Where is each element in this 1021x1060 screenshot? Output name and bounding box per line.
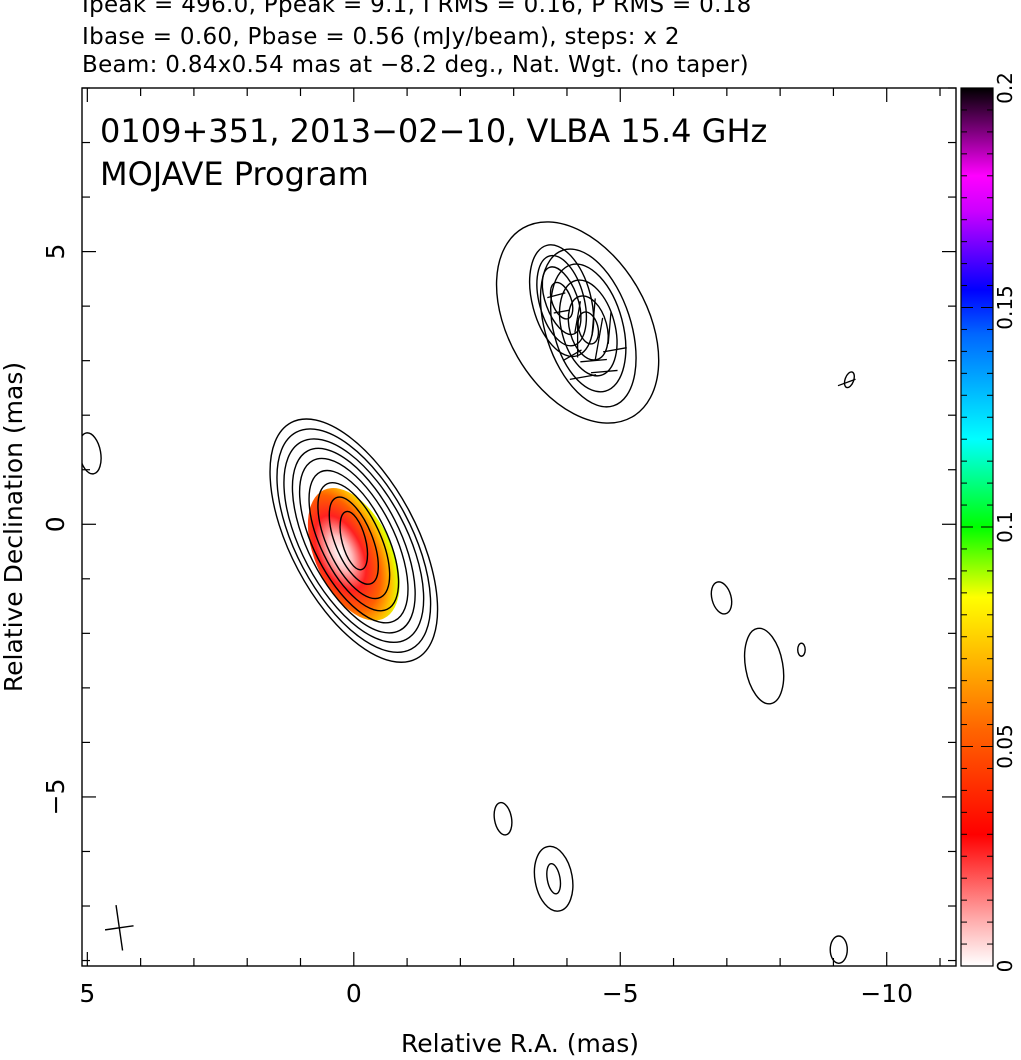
axis-ticks: 5 0 −5 −10 5 0 −5 bbox=[41, 87, 956, 1008]
polarization-region bbox=[307, 488, 400, 621]
core-contour-7 bbox=[283, 438, 425, 644]
y-tick-label: 0 bbox=[41, 516, 70, 532]
pol-vector-11 bbox=[603, 347, 627, 353]
jet-envelope-contour-1 bbox=[495, 221, 660, 424]
header-line-2: Ibase = 0.60, Pbase = 0.56 (mJy/beam), s… bbox=[82, 24, 680, 50]
beam-minor-axis bbox=[104, 925, 134, 931]
y-tick-label: −5 bbox=[41, 779, 70, 816]
colorbar-tick-label: 0.05 bbox=[993, 724, 1017, 769]
y-axis-label: Relative Declination (mas) bbox=[0, 362, 28, 692]
colorbar-tick-label: 0 bbox=[993, 960, 1017, 973]
jet-knot-south-contour-5 bbox=[539, 248, 637, 408]
pol-vector-6 bbox=[594, 317, 604, 360]
pol-vector-9 bbox=[569, 374, 597, 380]
pol-vector-4 bbox=[591, 298, 596, 336]
chart-subtitle: MOJAVE Program bbox=[100, 155, 369, 193]
blob-c-contour-1 bbox=[743, 627, 785, 705]
core-contour-5 bbox=[298, 457, 409, 624]
pol-vector-7 bbox=[562, 349, 582, 362]
blob-e-contour-1 bbox=[493, 801, 513, 836]
jet-knot-south-contour-4 bbox=[550, 263, 627, 393]
x-axis-label: Relative R.A. (mas) bbox=[401, 1029, 639, 1058]
jet-knot-north-contour-4 bbox=[528, 244, 595, 358]
y-tick-label: 5 bbox=[41, 244, 70, 260]
blob-d-contour-1 bbox=[797, 642, 806, 657]
core-contour-6 bbox=[291, 447, 416, 634]
pol-vector-12 bbox=[607, 311, 612, 344]
polarization-vectors bbox=[547, 292, 856, 387]
x-tick-label: −5 bbox=[602, 979, 639, 1008]
pol-vector-2 bbox=[553, 309, 570, 314]
beam-marker bbox=[104, 905, 134, 951]
header-line-3: Beam: 0.84x0.54 mas at −8.2 deg., Nat. W… bbox=[82, 52, 749, 78]
map-area bbox=[82, 221, 856, 964]
core-contour-3 bbox=[317, 481, 391, 600]
jet-knot-south-contour-2 bbox=[567, 295, 609, 361]
blob-g-contour-1 bbox=[829, 935, 848, 964]
core-contour-9 bbox=[269, 418, 439, 663]
colorbar-tick-label: 0.2 bbox=[993, 72, 1017, 104]
plot-frame bbox=[81, 87, 957, 967]
chart-title: 0109+351, 2013−02−10, VLBA 15.4 GHz bbox=[100, 112, 767, 150]
contour-layer bbox=[82, 221, 856, 964]
pol-vector-1 bbox=[547, 292, 566, 299]
blob-h-contour-1 bbox=[843, 371, 856, 389]
pol-vector-8 bbox=[580, 358, 607, 363]
blob-f-contour-1 bbox=[546, 862, 562, 895]
x-tick-label: −10 bbox=[860, 979, 913, 1008]
colorbar-tick-label: 0.15 bbox=[993, 285, 1017, 330]
core-contour-4 bbox=[308, 469, 400, 612]
pol-vector-3 bbox=[574, 301, 582, 333]
jet-knot-south-contour-1 bbox=[577, 311, 600, 345]
colorbar-tick-label: 0.1 bbox=[993, 511, 1017, 543]
colorbar-ticks: 0 0.05 0.1 0.15 0.2 bbox=[961, 72, 1017, 972]
jet-knot-north-contour-2 bbox=[541, 266, 582, 336]
x-tick-label: 5 bbox=[79, 979, 95, 1008]
pol-vector-13 bbox=[837, 378, 856, 387]
jet-knot-south-contour-3 bbox=[558, 279, 618, 377]
polarization-layer bbox=[307, 488, 400, 621]
pol-vector-10 bbox=[590, 369, 618, 374]
blob-a-contour-1 bbox=[82, 432, 102, 475]
blob-f-contour-2 bbox=[533, 845, 574, 912]
blob-b-contour-1 bbox=[710, 581, 733, 615]
header-line-1: Ipeak = 496.0, Ppeak = 9.1, I RMS = 0.16… bbox=[82, 0, 752, 18]
core-contour-2 bbox=[328, 496, 380, 585]
core-contour-8 bbox=[276, 428, 432, 653]
core-contour-1 bbox=[339, 510, 369, 571]
x-tick-label: 0 bbox=[346, 979, 362, 1008]
